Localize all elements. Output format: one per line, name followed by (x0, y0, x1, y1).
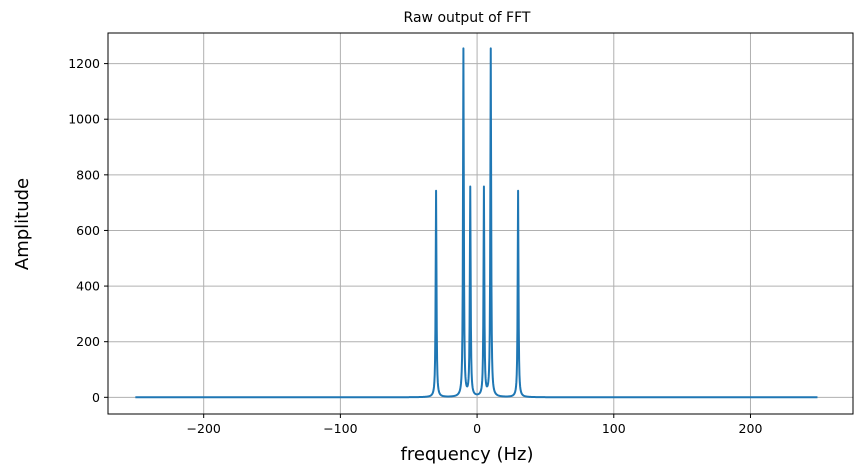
y-axis-label: Amplitude (12, 178, 33, 270)
axes-frame (107, 32, 854, 415)
y-tick-label: 800 (76, 167, 100, 182)
x-tick-label: 0 (473, 421, 481, 436)
plot-area (134, 47, 819, 399)
y-tick-label: 200 (76, 334, 100, 349)
y-tick-label: 600 (76, 223, 100, 238)
x-tick-label: 100 (602, 421, 626, 436)
x-tick-label: −100 (323, 421, 357, 436)
x-tick-label: −200 (187, 421, 221, 436)
grid (108, 33, 853, 414)
chart-title: Raw output of FFT (404, 10, 531, 26)
spectrum-line (134, 47, 819, 399)
x-axis-ticks: −200 −100 0 100 200 (187, 414, 763, 436)
y-tick-label: 400 (76, 279, 100, 294)
y-tick-label: 1000 (68, 112, 100, 127)
y-tick-label: 0 (92, 390, 100, 405)
y-axis-ticks: 0 200 400 600 800 1000 1200 (68, 56, 108, 405)
y-tick-label: 1200 (68, 56, 100, 71)
x-tick-label: 200 (739, 421, 763, 436)
x-axis-label: frequency (Hz) (400, 444, 533, 465)
